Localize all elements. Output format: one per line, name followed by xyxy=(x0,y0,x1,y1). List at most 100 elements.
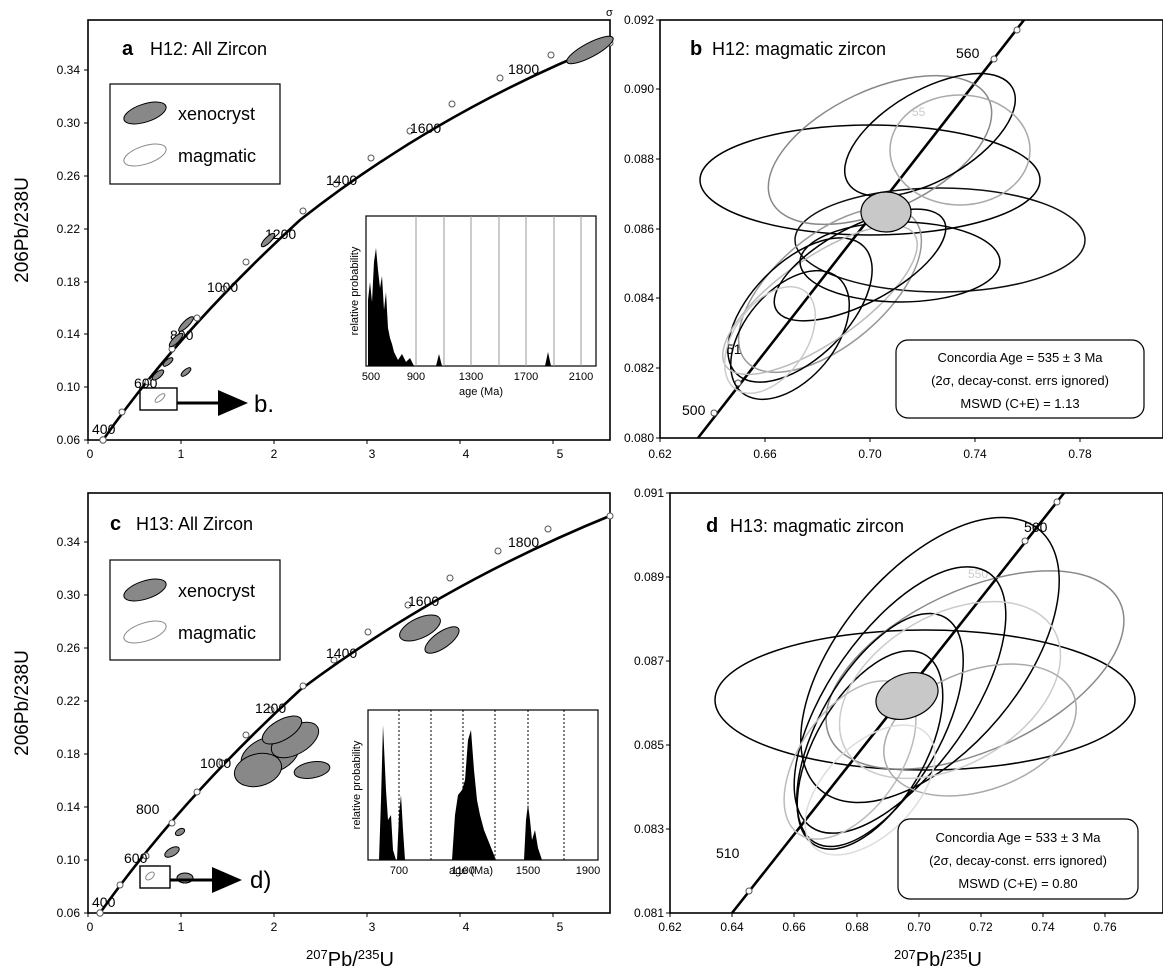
age-label: 1600 xyxy=(408,593,439,609)
age-label: 400 xyxy=(92,894,116,910)
y-tick-label: 0.06 xyxy=(57,906,81,920)
concordia-age-markers xyxy=(96,512,614,917)
age-label: 1600 xyxy=(410,120,441,136)
y-tick-label: 0.34 xyxy=(57,535,81,549)
magmatic-ellipse xyxy=(796,612,964,848)
magmatic-error-ellipses xyxy=(714,516,1136,856)
age-label: 1400 xyxy=(326,172,357,188)
age-label: 1000 xyxy=(200,755,231,771)
y-axis-title-top: 206Pb/238U xyxy=(12,177,33,283)
x-tick-label: 0.62 xyxy=(648,447,672,461)
panel-letter: d xyxy=(706,515,718,537)
y-tick-label: 0.26 xyxy=(57,169,81,183)
legend: xenocryst magmatic xyxy=(109,83,281,185)
magmatic-ellipse xyxy=(714,629,1136,771)
legend-magmatic-label: magmatic xyxy=(178,623,256,643)
inset-x-tick: 1900 xyxy=(576,865,600,877)
x-tick-label: 5 xyxy=(557,447,564,461)
x-tick-label: 2 xyxy=(271,447,278,461)
x-axis-title-right: 207Pb/235U xyxy=(894,947,982,971)
annotation-line: MSWD (C+E) = 1.13 xyxy=(960,396,1079,411)
xenocryst-ellipses xyxy=(164,614,460,884)
magmatic-ellipse xyxy=(838,600,1062,780)
concordia-annotation: Concordia Age = 535 ± 3 Ma (2σ, decay-co… xyxy=(895,339,1145,419)
inset-a: 500 900 1300 1700 2100 age (Ma) relative… xyxy=(349,215,597,398)
age-label: 51 xyxy=(726,341,742,357)
panel-c: 0.06 0.10 0.14 0.18 0.22 0.26 0.30 0.34 … xyxy=(57,492,614,934)
inset-peak xyxy=(436,354,442,366)
panel-b-y-ticks: 0.080 0.082 0.084 0.086 0.088 0.090 0.09… xyxy=(624,13,660,445)
magmatic-ellipse xyxy=(737,206,923,374)
panel-title: H13: All Zircon xyxy=(136,514,253,534)
inset-xlabel: age (Ma) xyxy=(459,386,503,398)
x-tick-label: 0.68 xyxy=(845,920,869,934)
xenocryst-ellipse xyxy=(424,626,460,654)
inset-x-tick: 1700 xyxy=(514,371,538,383)
x-axis-title: 207Pb/235U xyxy=(894,947,982,971)
inset-ylabel: relative probability xyxy=(349,246,361,335)
panel-title: H12: magmatic zircon xyxy=(712,39,886,59)
y-tick-label: 0.085 xyxy=(634,738,664,752)
panel-a: 0.06 0.10 0.14 0.18 0.22 0.26 0.30 0.34 … xyxy=(57,19,614,461)
y-tick-label: 0.081 xyxy=(634,906,664,920)
panel-c-x-ticks: 0 1 2 3 4 5 xyxy=(87,913,564,934)
sigma-mark: σ xyxy=(606,7,613,19)
x-tick-label: 0.72 xyxy=(969,920,993,934)
panel-a-x-ticks: 0 1 2 3 4 5 xyxy=(87,440,564,461)
legend-xenocryst-label: xenocryst xyxy=(178,104,255,124)
y-tick-label: 0.06 xyxy=(57,433,81,447)
concordia-curve xyxy=(696,19,1026,439)
legend-box xyxy=(109,83,281,185)
panel-a-frame xyxy=(87,19,611,441)
xenocryst-ellipse xyxy=(178,316,194,332)
magmatic-ellipse xyxy=(793,566,1007,834)
xenocryst-ellipse xyxy=(164,846,180,858)
x-tick-label: 0.74 xyxy=(963,447,987,461)
y-tick-label: 0.18 xyxy=(57,275,81,289)
concordia-age-labels: 400 600 800 1000 1200 1400 1600 1800 xyxy=(92,534,539,910)
age-label: 800 xyxy=(136,801,160,817)
age-label: 400 xyxy=(92,421,116,437)
xenocryst-ellipse xyxy=(399,614,441,642)
x-tick-label: 5 xyxy=(557,920,564,934)
inset-x-tick: 2100 xyxy=(569,371,593,383)
x-tick-label: 0.66 xyxy=(782,920,806,934)
panel-title: H13: magmatic zircon xyxy=(730,516,904,536)
magmatic-ellipse xyxy=(773,208,947,322)
panel-b: σ 0.080 0.082 0.084 0.086 0.088 0.090 0.… xyxy=(606,7,1163,461)
arrow-label: d) xyxy=(250,867,271,894)
magmatic-ellipse xyxy=(825,570,1125,770)
y-tick-label: 0.18 xyxy=(57,747,81,761)
x-axis-title: 207Pb/235U xyxy=(306,947,394,971)
y-tick-label: 0.10 xyxy=(57,380,81,394)
x-tick-label: 0 xyxy=(87,447,94,461)
age-label: 1000 xyxy=(207,279,238,295)
x-tick-label: 0.70 xyxy=(858,447,882,461)
panel-letter: b xyxy=(690,38,702,60)
arrow-label: b. xyxy=(254,391,274,418)
y-axis-title: 206Pb/238U xyxy=(12,177,33,283)
faint-age-label: 55 xyxy=(912,105,926,119)
xenocryst-ellipse xyxy=(566,35,614,65)
y-tick-label: 0.089 xyxy=(634,570,664,584)
x-axis-title-left: 207Pb/235U xyxy=(306,947,394,971)
concordia-age-ellipse xyxy=(860,191,912,233)
panel-title: H12: All Zircon xyxy=(150,39,267,59)
inset-peak xyxy=(397,795,405,860)
age-label: 560 xyxy=(956,45,980,61)
inset-probability-area xyxy=(452,730,496,860)
x-tick-label: 3 xyxy=(369,447,376,461)
legend-xenocryst-label: xenocryst xyxy=(178,581,255,601)
concordia-age-ellipse xyxy=(875,672,939,720)
inset-x-tick: 1100 xyxy=(451,865,475,877)
inset-peak xyxy=(524,804,542,860)
magmatic-ellipse xyxy=(145,871,155,881)
y-tick-label: 0.082 xyxy=(624,361,654,375)
xenocryst-ellipse xyxy=(162,357,174,367)
y-tick-label: 0.22 xyxy=(57,222,81,236)
x-tick-label: 1 xyxy=(178,447,185,461)
age-label: 600 xyxy=(134,375,158,391)
arrow-head xyxy=(212,867,242,893)
legend: xenocryst magmatic xyxy=(109,559,281,661)
